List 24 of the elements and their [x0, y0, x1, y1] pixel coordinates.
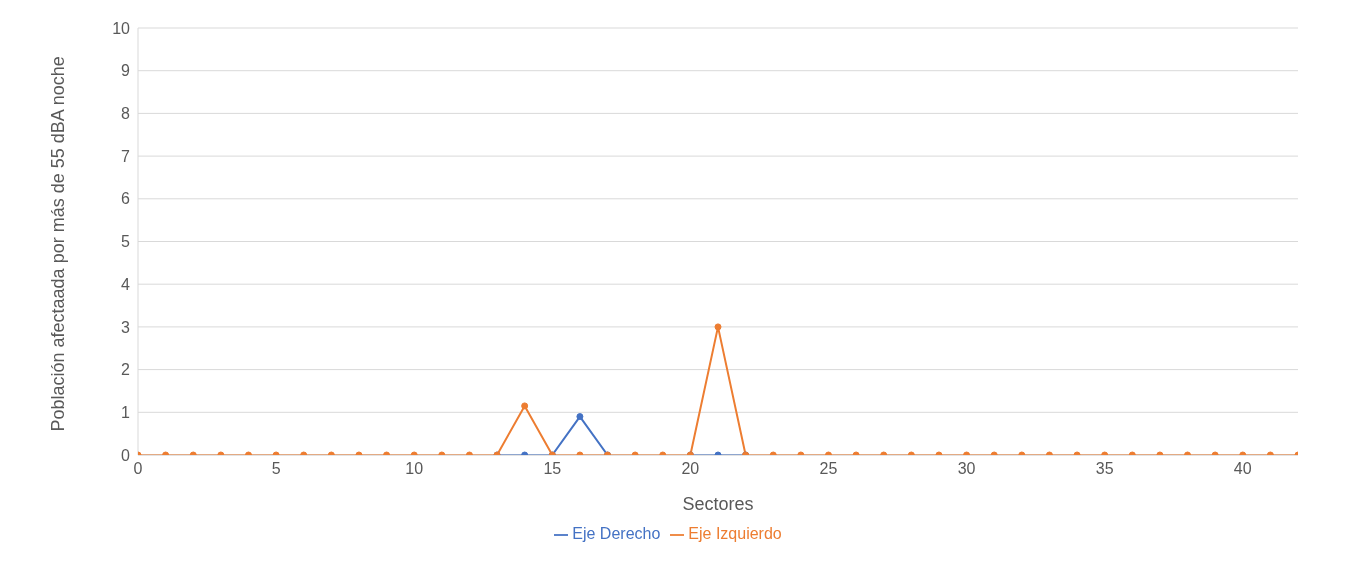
y-tick-label: 0 [121, 446, 131, 464]
y-tick-label: 9 [121, 62, 131, 80]
y-tick-label: 10 [112, 19, 131, 37]
x-tick-label: 35 [1095, 460, 1114, 478]
y-tick-label: 3 [121, 318, 131, 336]
y-tick-label: 7 [121, 147, 131, 165]
x-axis-title: Sectores [682, 494, 754, 514]
x-tick-label: 20 [681, 460, 700, 478]
x-tick-label: 40 [1233, 460, 1252, 478]
y-tick-label: 5 [121, 233, 131, 251]
x-tick-label: 10 [405, 460, 424, 478]
x-tick-label: 15 [543, 460, 562, 478]
y-tick-label: 8 [121, 105, 131, 123]
y-tick-label: 1 [121, 403, 131, 421]
x-tick-label: 25 [819, 460, 838, 478]
legend-label: Eje Izquierdo [688, 525, 782, 542]
x-tick-label: 30 [957, 460, 976, 478]
y-tick-label: 4 [121, 275, 131, 293]
x-tick-label: 5 [271, 460, 281, 478]
y-tick-label: 2 [121, 361, 131, 379]
y-tick-label: 6 [121, 190, 131, 208]
x-tick-label: 0 [133, 460, 143, 478]
y-axis-title: Población afectaada por más de 55 dBA noche [48, 56, 69, 432]
legend-label: Eje Derecho [572, 525, 661, 542]
